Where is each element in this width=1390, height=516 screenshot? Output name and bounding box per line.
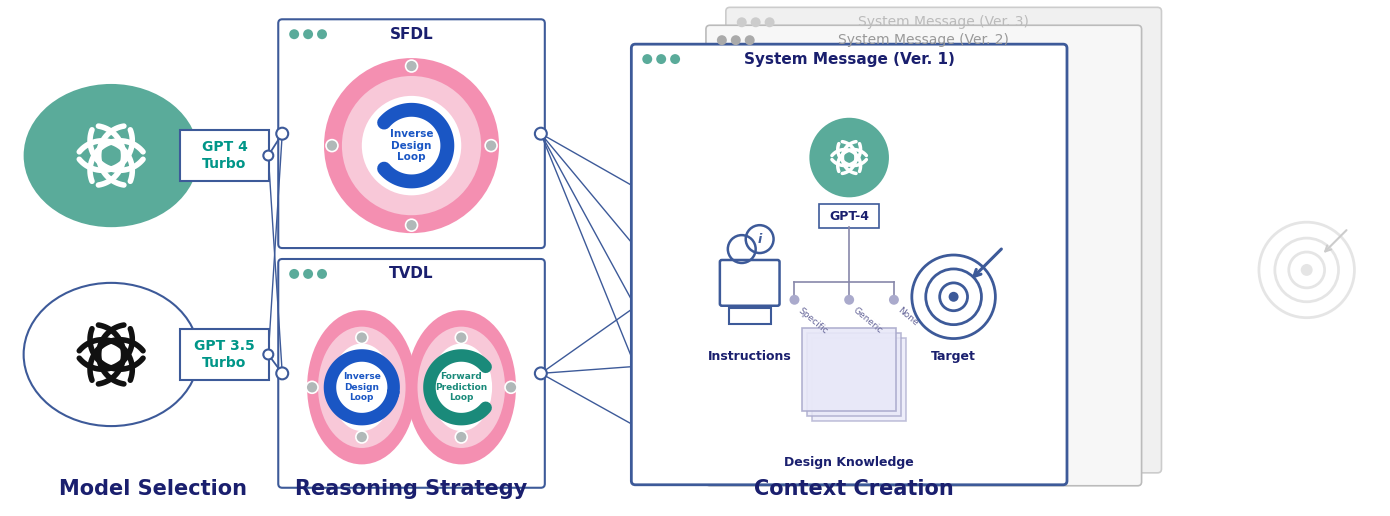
- Circle shape: [731, 35, 741, 45]
- Circle shape: [535, 367, 546, 379]
- Text: Model Selection: Model Selection: [58, 479, 247, 499]
- FancyBboxPatch shape: [179, 329, 270, 380]
- Text: Instructions: Instructions: [708, 350, 791, 363]
- Circle shape: [277, 127, 288, 140]
- Circle shape: [670, 54, 680, 64]
- Circle shape: [406, 60, 417, 72]
- FancyBboxPatch shape: [179, 130, 270, 182]
- Circle shape: [277, 367, 288, 379]
- Text: GPT-4: GPT-4: [830, 209, 869, 223]
- Circle shape: [456, 332, 467, 344]
- Text: Inverse
Design
Loop: Inverse Design Loop: [389, 129, 434, 162]
- Circle shape: [303, 29, 313, 39]
- Circle shape: [356, 431, 368, 443]
- Circle shape: [406, 219, 417, 231]
- Text: Context Creation: Context Creation: [755, 479, 954, 499]
- Text: Reasoning Strategy: Reasoning Strategy: [296, 479, 528, 499]
- Text: None: None: [897, 306, 920, 328]
- Ellipse shape: [406, 310, 516, 464]
- Circle shape: [809, 118, 890, 197]
- FancyBboxPatch shape: [278, 19, 545, 248]
- Ellipse shape: [307, 310, 417, 464]
- Circle shape: [317, 269, 327, 279]
- Ellipse shape: [24, 283, 199, 426]
- FancyBboxPatch shape: [631, 44, 1068, 485]
- Circle shape: [890, 295, 899, 305]
- Text: i: i: [758, 233, 762, 246]
- Circle shape: [289, 29, 299, 39]
- Circle shape: [505, 381, 517, 393]
- Text: Design Knowledge: Design Knowledge: [784, 456, 915, 470]
- FancyBboxPatch shape: [802, 328, 897, 411]
- Text: GPT 3.5
Turbo: GPT 3.5 Turbo: [195, 340, 254, 369]
- FancyBboxPatch shape: [278, 259, 545, 488]
- Text: System Message (Ver. 3): System Message (Ver. 3): [858, 15, 1029, 29]
- Circle shape: [289, 269, 299, 279]
- Text: System Message (Ver. 2): System Message (Ver. 2): [838, 33, 1009, 47]
- Text: Inverse
Design
Loop: Inverse Design Loop: [343, 373, 381, 402]
- FancyBboxPatch shape: [808, 333, 901, 416]
- Circle shape: [303, 269, 313, 279]
- Circle shape: [642, 54, 652, 64]
- Text: Forward
Prediction
Loop: Forward Prediction Loop: [435, 373, 488, 402]
- Circle shape: [751, 18, 760, 27]
- Circle shape: [790, 295, 799, 305]
- Circle shape: [745, 35, 755, 45]
- Circle shape: [456, 431, 467, 443]
- Circle shape: [356, 332, 368, 344]
- Circle shape: [263, 349, 274, 360]
- Circle shape: [844, 295, 853, 305]
- Circle shape: [1301, 264, 1312, 276]
- FancyBboxPatch shape: [706, 25, 1141, 486]
- Circle shape: [535, 127, 546, 140]
- Text: Generic: Generic: [851, 306, 884, 335]
- Circle shape: [324, 58, 499, 233]
- Circle shape: [765, 18, 774, 27]
- Ellipse shape: [24, 84, 199, 227]
- Circle shape: [485, 140, 498, 152]
- Circle shape: [361, 96, 461, 196]
- Text: System Message (Ver. 1): System Message (Ver. 1): [744, 52, 955, 67]
- Circle shape: [717, 35, 727, 45]
- Circle shape: [317, 29, 327, 39]
- Text: Target: Target: [931, 350, 976, 363]
- Ellipse shape: [431, 344, 492, 431]
- FancyBboxPatch shape: [819, 204, 878, 228]
- FancyBboxPatch shape: [726, 7, 1162, 473]
- Ellipse shape: [417, 327, 505, 448]
- Circle shape: [656, 54, 666, 64]
- Circle shape: [948, 292, 959, 302]
- Circle shape: [263, 151, 274, 160]
- FancyBboxPatch shape: [812, 337, 906, 421]
- Ellipse shape: [331, 344, 392, 431]
- Text: TVDL: TVDL: [389, 266, 434, 281]
- Circle shape: [737, 18, 746, 27]
- Text: Specific: Specific: [796, 306, 830, 335]
- Text: GPT 4
Turbo: GPT 4 Turbo: [202, 140, 247, 171]
- Text: SFDL: SFDL: [389, 27, 434, 42]
- Circle shape: [327, 140, 338, 152]
- Ellipse shape: [318, 327, 406, 448]
- Circle shape: [306, 381, 318, 393]
- Circle shape: [342, 76, 481, 215]
